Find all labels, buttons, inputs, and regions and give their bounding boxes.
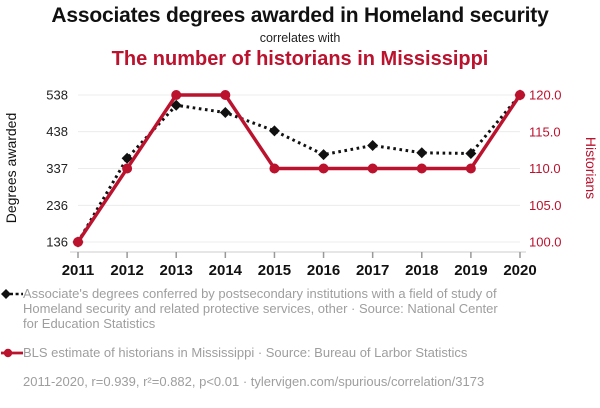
x-axis-year-label: 2016 (307, 262, 340, 279)
x-axis-year-label: 2011 (62, 262, 95, 279)
x-axis-year-label: 2015 (258, 262, 291, 279)
data-point-diamond (465, 148, 477, 160)
legend: Associate's degrees conferred by postsec… (1, 286, 561, 389)
data-point-circle (220, 90, 231, 100)
legend-text-historians: BLS estimate of historians in Mississipp… (23, 345, 468, 360)
data-point-circle (465, 163, 476, 174)
x-axis-year-label: 2018 (405, 262, 438, 279)
right-axis-tick-label: 115.0 (529, 124, 561, 139)
left-axis-tick-label: 438 (46, 124, 68, 139)
x-axis-year-label: 2012 (110, 262, 143, 279)
data-point-diamond (318, 149, 330, 161)
data-point-diamond (219, 107, 231, 119)
left-axis-tick-label: 337 (46, 161, 68, 176)
chart-title-connector: correlates with (259, 31, 341, 45)
x-axis-year-label: 2020 (503, 262, 536, 279)
right-axis-tick-label: 100.0 (529, 235, 562, 250)
data-point-circle (269, 163, 280, 174)
data-point-diamond (416, 147, 428, 159)
left-axis-tick-label: 538 (46, 88, 68, 103)
right-axis-tick-label: 110.0 (529, 161, 561, 176)
black-dashed-diamond-marker-icon (1, 289, 23, 299)
series-line-1 (76, 93, 522, 243)
left-axis-title: Degrees awarded (3, 113, 19, 224)
x-axis-year-label: 2014 (209, 262, 243, 279)
data-point-diamond (367, 139, 379, 151)
data-point-diamond (170, 99, 182, 111)
chart-title-primary: Associates degrees awarded in Homeland s… (51, 4, 549, 27)
right-axis-tick-label: 120.0 (529, 88, 562, 103)
red-line-circle-marker-icon (1, 348, 23, 358)
data-point-diamond (268, 125, 280, 137)
x-axis-year-label: 2013 (160, 262, 193, 279)
data-point-diamond (121, 152, 133, 164)
right-axis-title: Historians (583, 137, 599, 199)
data-point-circle (318, 163, 329, 174)
data-point-circle (515, 90, 525, 100)
data-point-circle (122, 163, 133, 174)
stats-line: 2011-2020, r=0.939, r²=0.882, p<0.01 · t… (23, 374, 485, 389)
right-axis-tick-label: 105.0 (529, 198, 562, 213)
left-axis-tick-label: 136 (46, 235, 68, 250)
x-axis-year-label: 2017 (356, 262, 389, 279)
legend-item-degrees: Associate's degrees conferred by postsec… (1, 286, 561, 331)
dual-axis-line-chart: 136 236 337 438 538 100.0 105.0 110.0 115.0 120.0… (3, 88, 599, 280)
data-point-circle (73, 237, 83, 247)
data-point-circle (367, 163, 378, 174)
legend-item-historians: BLS estimate of historians in Mississipp… (1, 345, 561, 360)
x-axis-year-label: 2019 (454, 262, 487, 279)
data-point-circle (171, 90, 182, 100)
series-line-0 (76, 94, 522, 243)
legend-text-degrees: Associate's degrees conferred by postsec… (23, 286, 498, 331)
chart-title-secondary: The number of historians in Mississippi (111, 48, 489, 70)
left-axis-tick-label: 236 (46, 198, 68, 213)
data-point-circle (416, 163, 427, 174)
